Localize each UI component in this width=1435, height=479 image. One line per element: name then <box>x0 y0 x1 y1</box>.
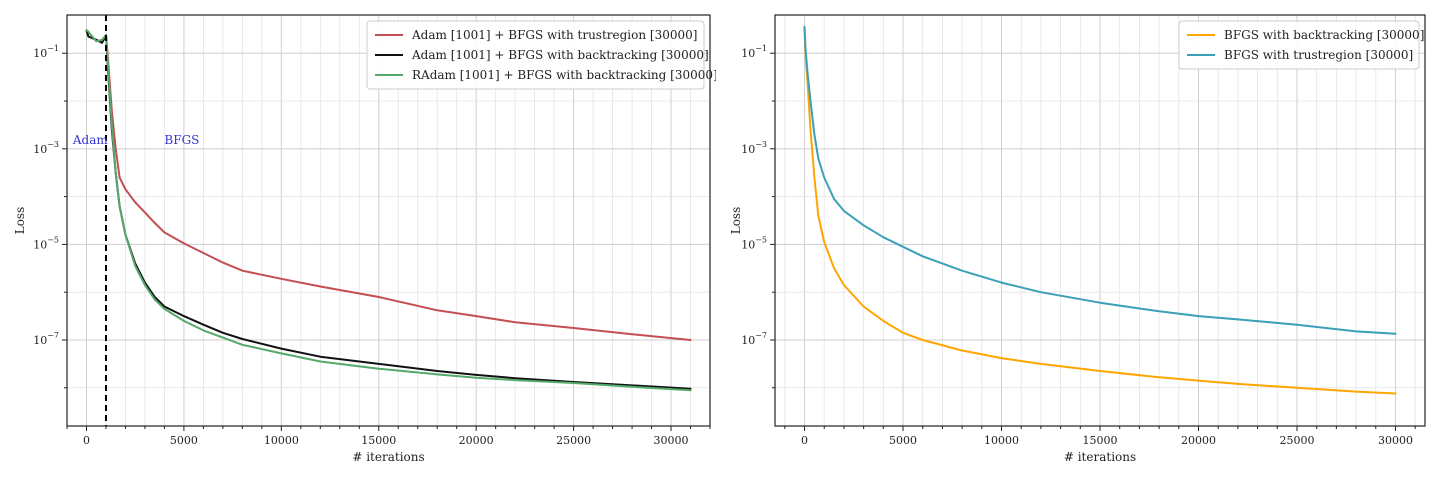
plot-frame <box>66 14 711 427</box>
x-tick-label: 0 <box>801 434 808 447</box>
right-chart: 0 5000 10000 15000 20000 25000 30000 # iteratio… <box>729 14 1426 464</box>
x-tick-label: 5000 <box>170 434 198 447</box>
y-tick-label: 10−1 <box>33 44 59 60</box>
series-line-1 <box>803 25 1397 395</box>
x-tick-label: 30000 <box>1378 434 1413 447</box>
x-tick-label: 15000 <box>361 434 396 447</box>
legend: BFGS with backtracking [30000] BFGS with … <box>1178 20 1424 70</box>
annotation-bfgs: BFGS <box>164 133 199 147</box>
y-tick-label: 10−3 <box>741 140 767 156</box>
legend-label: BFGS with trustregion [30000] <box>1224 48 1413 62</box>
legend: Adam [1001] + BFGS with trustregion [300… <box>366 20 716 90</box>
y-tick-label: 10−3 <box>33 140 59 156</box>
annotation-adam: Adam <box>72 133 109 147</box>
y-axis-label: Loss <box>13 207 27 235</box>
x-tick-label: 10000 <box>984 434 1019 447</box>
x-tick-label: 20000 <box>1181 434 1216 447</box>
y-tick-label: 10−7 <box>741 331 767 347</box>
y-tick-label: 10−5 <box>741 235 767 251</box>
y-axis: 10−1 10−3 10−5 10−7 Loss <box>729 44 775 389</box>
x-axis: 0 5000 10000 15000 20000 25000 30000 # iteratio… <box>784 426 1416 464</box>
x-tick-label: 30000 <box>654 434 689 447</box>
x-axis-label: # iterations <box>1064 450 1136 464</box>
legend-label: Adam [1001] + BFGS with trustregion [300… <box>411 28 697 42</box>
grid <box>775 15 1425 426</box>
x-tick-label: 10000 <box>264 434 299 447</box>
legend-box <box>366 20 705 90</box>
y-axis: 10−1 10−3 10−5 10−7 Loss <box>13 44 67 389</box>
chart-1: Adam BFGS 0 5000 10000 15000 20000 25000 30000 # … <box>13 14 716 464</box>
left-chart: Adam BFGS 0 5000 10000 15000 20000 25000 30000 # … <box>13 14 716 464</box>
y-tick-label: 10−1 <box>741 44 767 60</box>
legend-label: Adam [1001] + BFGS with backtracking [30… <box>411 48 709 62</box>
series-line-2 <box>803 25 1397 335</box>
x-tick-label: 25000 <box>556 434 591 447</box>
series-group <box>803 25 1397 395</box>
x-tick-label: 5000 <box>889 434 917 447</box>
x-axis: 0 5000 10000 15000 20000 25000 30000 # iteratio… <box>66 426 711 464</box>
chart-2: 0 5000 10000 15000 20000 25000 30000 # iteratio… <box>729 14 1426 464</box>
y-tick-label: 10−5 <box>33 235 59 251</box>
y-tick-label: 10−7 <box>33 331 59 347</box>
x-tick-label: 20000 <box>459 434 494 447</box>
series-line-3 <box>85 29 692 392</box>
x-tick-label: 15000 <box>1083 434 1118 447</box>
x-tick-label: 0 <box>83 434 90 447</box>
x-tick-label: 25000 <box>1279 434 1314 447</box>
x-axis-label: # iterations <box>352 450 424 464</box>
legend-box <box>1178 20 1420 70</box>
legend-label: RAdam [1001] + BFGS with backtracking [3… <box>412 68 716 82</box>
y-axis-label: Loss <box>729 207 743 235</box>
legend-label: BFGS with backtracking [30000] <box>1224 28 1424 42</box>
